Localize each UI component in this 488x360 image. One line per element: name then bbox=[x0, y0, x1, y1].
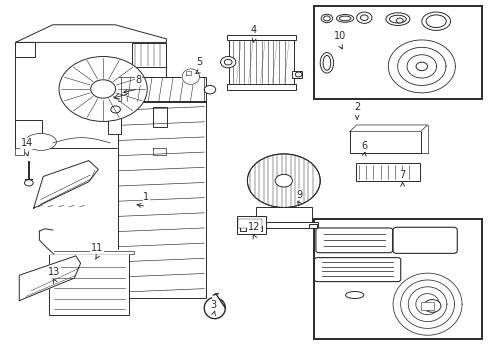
Bar bbox=[313, 6, 481, 99]
Bar bbox=[237, 219, 261, 228]
Circle shape bbox=[90, 80, 115, 98]
Ellipse shape bbox=[320, 53, 333, 73]
Polygon shape bbox=[19, 256, 81, 301]
Circle shape bbox=[220, 57, 235, 68]
Bar bbox=[227, 84, 295, 90]
Bar bbox=[153, 107, 166, 127]
Text: 3: 3 bbox=[210, 300, 217, 310]
Text: 8: 8 bbox=[135, 75, 141, 85]
Circle shape bbox=[275, 174, 292, 187]
Circle shape bbox=[360, 15, 367, 21]
Bar bbox=[236, 216, 265, 234]
Bar bbox=[16, 42, 166, 148]
Ellipse shape bbox=[336, 14, 353, 22]
Ellipse shape bbox=[385, 13, 409, 26]
Text: 5: 5 bbox=[196, 57, 202, 67]
Bar bbox=[49, 254, 129, 315]
Circle shape bbox=[321, 14, 332, 23]
Bar bbox=[108, 115, 121, 134]
Bar bbox=[420, 302, 433, 310]
Circle shape bbox=[415, 62, 427, 71]
Bar bbox=[355, 163, 419, 181]
Bar bbox=[256, 226, 261, 231]
Bar bbox=[16, 42, 35, 57]
Text: 6: 6 bbox=[361, 141, 366, 151]
Circle shape bbox=[24, 180, 33, 186]
Bar bbox=[308, 224, 317, 228]
Text: 14: 14 bbox=[21, 138, 33, 148]
Polygon shape bbox=[34, 161, 98, 208]
Text: 13: 13 bbox=[48, 267, 60, 277]
Text: 10: 10 bbox=[333, 31, 346, 41]
FancyBboxPatch shape bbox=[392, 227, 456, 253]
Bar bbox=[291, 71, 302, 78]
Bar bbox=[229, 40, 293, 85]
Circle shape bbox=[423, 300, 440, 312]
Circle shape bbox=[111, 106, 120, 113]
Circle shape bbox=[396, 18, 402, 23]
Ellipse shape bbox=[323, 55, 330, 70]
Ellipse shape bbox=[425, 15, 446, 28]
Polygon shape bbox=[182, 69, 199, 84]
Circle shape bbox=[204, 85, 215, 94]
Circle shape bbox=[356, 12, 371, 23]
Bar bbox=[313, 219, 481, 339]
Polygon shape bbox=[49, 251, 134, 254]
Polygon shape bbox=[16, 148, 24, 155]
Polygon shape bbox=[16, 25, 166, 42]
FancyBboxPatch shape bbox=[315, 228, 392, 253]
Bar bbox=[349, 131, 420, 153]
Polygon shape bbox=[349, 125, 427, 131]
FancyBboxPatch shape bbox=[314, 258, 400, 282]
Bar bbox=[122, 77, 206, 102]
Ellipse shape bbox=[388, 15, 406, 23]
Ellipse shape bbox=[339, 16, 350, 21]
Bar bbox=[249, 224, 257, 228]
Circle shape bbox=[247, 154, 320, 207]
Circle shape bbox=[295, 72, 302, 77]
Text: 4: 4 bbox=[250, 24, 257, 35]
Bar bbox=[249, 222, 318, 228]
Text: 2: 2 bbox=[353, 102, 360, 112]
Bar bbox=[239, 226, 246, 231]
Circle shape bbox=[323, 16, 329, 21]
Polygon shape bbox=[185, 71, 190, 75]
Polygon shape bbox=[119, 71, 129, 77]
Text: 1: 1 bbox=[143, 192, 149, 202]
Ellipse shape bbox=[345, 292, 363, 298]
Bar bbox=[248, 226, 255, 231]
Polygon shape bbox=[117, 100, 206, 298]
Bar bbox=[227, 35, 295, 40]
Text: 9: 9 bbox=[296, 190, 302, 200]
Bar bbox=[16, 120, 41, 148]
Ellipse shape bbox=[25, 134, 56, 150]
Ellipse shape bbox=[421, 12, 449, 30]
Circle shape bbox=[224, 59, 232, 65]
Polygon shape bbox=[153, 148, 166, 155]
Text: 12: 12 bbox=[247, 222, 260, 232]
Text: 7: 7 bbox=[399, 170, 405, 180]
Circle shape bbox=[59, 57, 147, 121]
Text: 11: 11 bbox=[91, 243, 103, 253]
Bar bbox=[256, 207, 311, 224]
Bar bbox=[132, 43, 166, 67]
